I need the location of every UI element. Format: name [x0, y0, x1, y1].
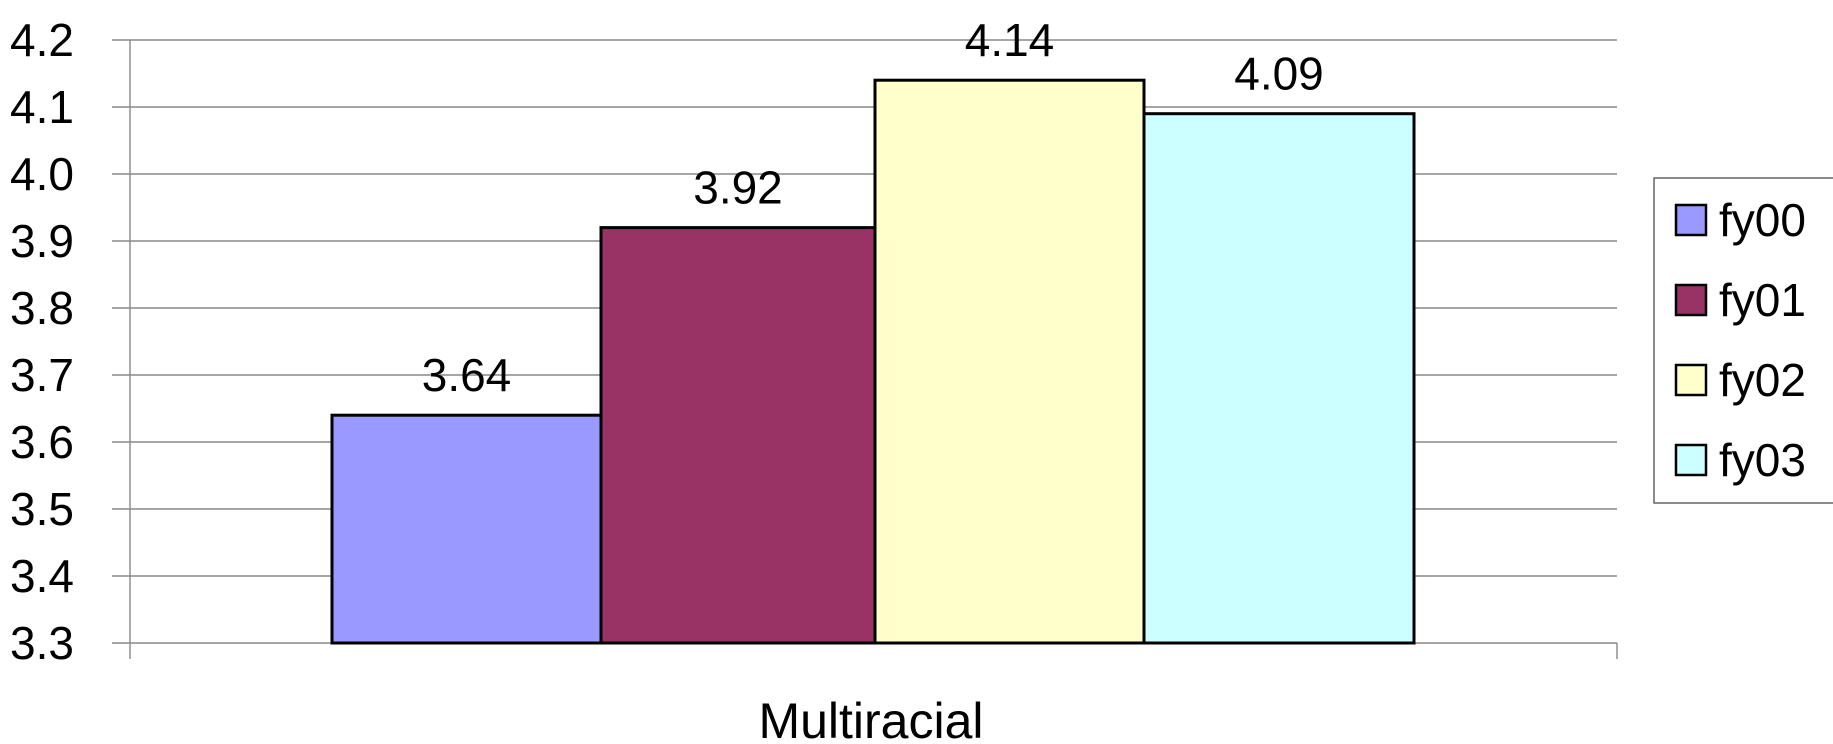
y-tick-label: 3.5: [10, 483, 74, 535]
legend-swatch-fy03: [1674, 443, 1708, 477]
bar-fy02: [873, 78, 1146, 645]
data-labels: 3.64 3.92 4.14 4.09: [422, 14, 1324, 401]
legend-swatch-fy01: [1674, 283, 1708, 317]
x-category-label: Multiracial: [758, 693, 983, 744]
data-label-fy03: 4.09: [1234, 48, 1324, 100]
legend-swatch-fy02: [1674, 363, 1708, 397]
legend-label-fy01: fy01: [1719, 274, 1806, 326]
bar-fy03: [1142, 112, 1416, 645]
legend: fy00 fy01 fy02 fy03: [1653, 177, 1833, 504]
data-label-fy00: 3.64: [422, 349, 512, 401]
y-tick-label: 3.8: [10, 282, 74, 334]
bar-fy01: [599, 226, 877, 645]
legend-swatch-fy00: [1674, 203, 1708, 237]
y-tick-label: 4.0: [10, 148, 74, 200]
legend-label-fy02: fy02: [1719, 354, 1806, 406]
y-tick-label: 4.2: [10, 14, 74, 66]
y-tick-label: 3.6: [10, 416, 74, 468]
bar-fy00: [330, 413, 603, 645]
data-label-fy02: 4.14: [965, 14, 1055, 66]
legend-label-fy00: fy00: [1719, 194, 1806, 246]
axes: 3.3 3.4 3.5 3.6 3.7 3.8 3.9 4.0 4.1 4.2 Multiracia…: [10, 14, 1618, 744]
y-tick-label: 3.7: [10, 349, 74, 401]
y-tick-label: 3.3: [10, 617, 74, 669]
y-tick-label: 3.4: [10, 550, 74, 602]
bars: [330, 78, 1416, 645]
legend-label-fy03: fy03: [1719, 434, 1806, 486]
y-tick-label: 3.9: [10, 215, 74, 267]
data-label-fy01: 3.92: [693, 162, 783, 214]
y-tick-label: 4.1: [10, 81, 74, 133]
